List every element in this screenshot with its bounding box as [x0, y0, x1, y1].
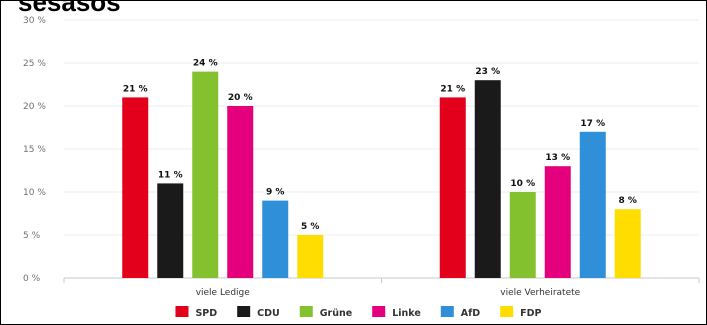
data-label: 23 %	[475, 67, 500, 77]
y-tick-label: 30 %	[23, 16, 46, 26]
legend-item: Linke	[372, 306, 421, 319]
data-label: 10 %	[510, 179, 535, 189]
data-label: 17 %	[580, 119, 605, 129]
legend-swatch	[440, 306, 454, 317]
legend-item: SPD	[175, 306, 217, 319]
legend-swatch	[299, 306, 313, 317]
bar-linke-1	[227, 106, 254, 278]
y-tick-label: 15 %	[23, 145, 46, 155]
data-label: 11 %	[158, 170, 183, 180]
bar-grne-2	[509, 192, 536, 278]
bar-spd-1	[122, 97, 149, 279]
legend-swatch	[237, 306, 251, 317]
data-label: 5 %	[301, 222, 319, 232]
bar-linke-2	[544, 166, 571, 278]
legend-item: CDU	[237, 306, 280, 319]
legend-swatch	[500, 306, 514, 317]
y-tick-label: 0 %	[23, 274, 41, 284]
data-label: 24 %	[193, 59, 218, 69]
legend-item: AfD	[440, 306, 480, 319]
y-axis: 0 % 5 % 10 % 15 % 20 % 25 % 30 %	[23, 16, 46, 284]
bar-afd-2	[579, 131, 606, 278]
bar-grne-1	[192, 71, 219, 278]
x-category-label: viele Verheiratete	[500, 288, 580, 298]
bar-cdu-2	[474, 80, 501, 278]
data-labels: 21 % 11 % 24 % 20 % 9 % 5 % 21 % 23 % 10 % 13 % 17…	[123, 59, 637, 232]
bar-fdp-1	[297, 235, 324, 278]
y-tick-label: 20 %	[23, 102, 46, 112]
legend-label: Linke	[392, 308, 421, 319]
data-label: 9 %	[266, 188, 284, 198]
legend-label: SPD	[195, 308, 217, 319]
data-label: 8 %	[619, 196, 637, 206]
legend-label: Grüne	[320, 308, 352, 319]
bar-fdp-2	[614, 209, 641, 278]
y-tick-label: 25 %	[23, 59, 46, 69]
chart-title: sesasos	[18, 0, 121, 17]
legend-label: AfD	[461, 308, 480, 319]
bars	[122, 71, 641, 279]
data-label: 21 %	[440, 84, 465, 94]
legend: SPD CDU Grüne Linke AfD FDP	[175, 306, 542, 319]
legend-label: CDU	[257, 308, 280, 319]
y-tick-label: 5 %	[23, 231, 41, 241]
legend-item: Grüne	[299, 306, 352, 319]
y-tick-label: 10 %	[23, 188, 46, 198]
data-label: 13 %	[545, 153, 570, 163]
bar-cdu-1	[157, 183, 184, 278]
legend-item: FDP	[500, 306, 542, 319]
x-axis: viele Ledige viele Verheiratete	[63, 278, 700, 298]
legend-swatch	[175, 306, 189, 317]
bar-afd-1	[262, 200, 289, 278]
data-label: 20 %	[228, 93, 253, 103]
legend-swatch	[372, 306, 386, 317]
bar-spd-2	[439, 97, 466, 279]
data-label: 21 %	[123, 84, 148, 94]
legend-label: FDP	[520, 308, 541, 319]
x-category-label: viele Ledige	[196, 288, 251, 298]
